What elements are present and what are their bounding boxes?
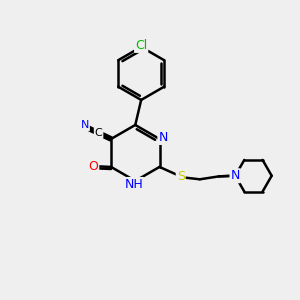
Text: O: O: [88, 160, 98, 173]
Text: N: N: [158, 131, 168, 144]
Text: S: S: [177, 170, 185, 183]
Text: Cl: Cl: [135, 39, 147, 52]
Text: N: N: [230, 169, 240, 182]
Text: C: C: [95, 128, 103, 138]
Text: NH: NH: [124, 178, 143, 191]
Text: N: N: [81, 120, 89, 130]
